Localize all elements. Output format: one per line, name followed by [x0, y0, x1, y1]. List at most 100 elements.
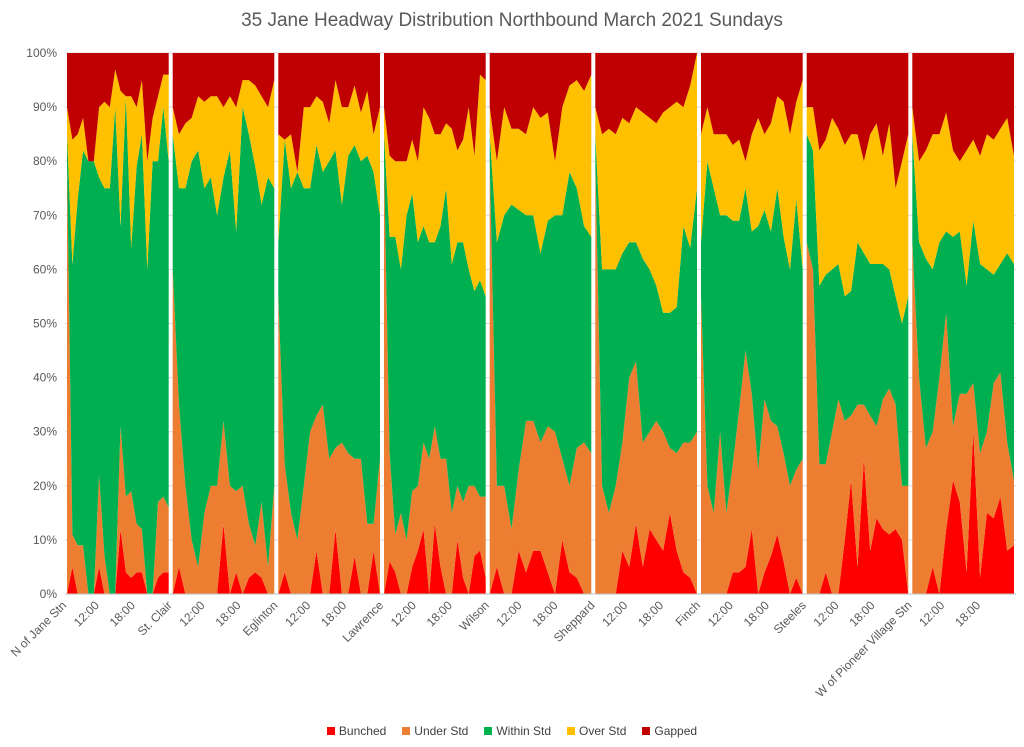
x-tick-label: 12:00 — [177, 598, 208, 629]
x-tick-label: 18:00 — [212, 598, 243, 629]
legend-swatch — [567, 727, 576, 735]
legend-swatch — [402, 727, 411, 735]
area-within-lawrence — [384, 134, 486, 540]
area-bunched-eglinton — [278, 529, 380, 594]
area-under-n-of-jane-stn — [67, 161, 169, 594]
area-gapped-steeles — [806, 53, 909, 189]
y-tick-label: 10% — [33, 533, 57, 547]
area-gapped-wilson — [489, 53, 592, 162]
area-over-n-of-jane-stn — [67, 69, 169, 270]
area-within-finch — [701, 161, 803, 513]
area-bunched-steeles — [806, 458, 909, 594]
x-tick-label: 12:00 — [916, 598, 947, 629]
legend-label: Within Std — [496, 724, 552, 738]
legend: Bunched Under Std Within Std Over Std Gapped — [0, 724, 1024, 738]
y-tick-label: 90% — [33, 100, 57, 114]
area-bunched-wilson — [489, 539, 592, 594]
area-bunched-sheppard — [595, 512, 697, 594]
x-tick-label: Steeles — [771, 598, 809, 636]
x-tick-label: Sheppard — [551, 598, 598, 645]
area-within-st-clair — [172, 107, 275, 567]
legend-label: Gapped — [654, 724, 698, 738]
legend-item-within-std: Within Std — [484, 724, 551, 738]
area-within-steeles — [806, 134, 909, 486]
legend-item-over-std: Over Std — [567, 724, 626, 738]
area-under-eglinton — [278, 296, 380, 594]
area-bunched-finch — [701, 529, 803, 594]
x-tick-label: 18:00 — [318, 598, 349, 629]
y-tick-label: 70% — [33, 208, 57, 222]
y-tick-label: 30% — [33, 425, 57, 439]
legend-item-under-std: Under Std — [402, 724, 468, 738]
area-within-sheppard — [595, 134, 697, 513]
area-under-wilson — [489, 161, 592, 594]
x-tick-label: 18:00 — [741, 598, 772, 629]
x-tick-label: 12:00 — [811, 598, 842, 629]
area-over-eglinton — [278, 80, 380, 243]
x-tick-label: Wilson — [457, 598, 492, 633]
x-tick-label: 12:00 — [599, 598, 630, 629]
area-under-st-clair — [172, 269, 275, 594]
area-under-sheppard — [595, 161, 697, 594]
x-tick-label: Eglinton — [240, 598, 281, 639]
area-over-st-clair — [172, 80, 275, 232]
legend-item-bunched: Bunched — [326, 724, 387, 738]
x-tick-label: 12:00 — [282, 598, 313, 629]
area-gapped-st-clair — [172, 53, 275, 135]
x-tick-label: Lawrence — [340, 598, 387, 645]
y-tick-label: 80% — [33, 154, 57, 168]
x-tick-label: 18:00 — [952, 598, 983, 629]
area-within-eglinton — [278, 139, 380, 540]
area-gapped-w-of-pioneer-village-stn — [912, 53, 1014, 162]
x-tick-label: 12:00 — [388, 598, 419, 629]
area-within-w-of-pioneer-village-stn — [912, 134, 1014, 481]
x-tick-label: Finch — [673, 598, 704, 629]
y-tick-label: 100% — [26, 46, 57, 60]
area-within-wilson — [489, 134, 592, 530]
legend-swatch — [326, 727, 335, 735]
legend-label: Under Std — [414, 724, 469, 738]
chart-title: 35 Jane Headway Distribution Northbound … — [241, 10, 783, 31]
area-gapped-lawrence — [384, 53, 486, 162]
x-tick-label: 18:00 — [107, 598, 138, 629]
x-tick-label: 18:00 — [635, 598, 666, 629]
area-under-w-of-pioneer-village-stn — [912, 242, 1014, 595]
x-tick-label: 18:00 — [424, 598, 455, 629]
area-within-n-of-jane-stn — [67, 96, 169, 595]
area-over-finch — [701, 80, 803, 270]
area-under-steeles — [806, 242, 909, 595]
area-bunched-w-of-pioneer-village-stn — [912, 431, 1014, 594]
x-tick-label: N of Jane Stn — [8, 598, 69, 659]
legend-label: Bunched — [338, 724, 387, 738]
area-over-steeles — [806, 107, 909, 324]
area-bunched-st-clair — [172, 523, 275, 594]
area-gapped-sheppard — [595, 53, 697, 135]
x-tick-label: 12:00 — [494, 598, 525, 629]
area-over-sheppard — [595, 53, 697, 313]
x-tick-label: 18:00 — [529, 598, 560, 629]
x-tick-label: 18:00 — [846, 598, 877, 629]
y-tick-label: 20% — [33, 479, 57, 493]
area-under-lawrence — [384, 161, 486, 594]
area-over-wilson — [489, 74, 592, 254]
legend-swatch — [642, 727, 651, 735]
legend-label: Over Std — [579, 724, 627, 738]
y-tick-label: 0% — [40, 587, 58, 601]
x-tick-label: 12:00 — [705, 598, 736, 629]
area-over-w-of-pioneer-village-stn — [912, 107, 1014, 286]
area-gapped-n-of-jane-stn — [67, 53, 169, 162]
area-gapped-eglinton — [278, 53, 380, 172]
area-over-lawrence — [384, 74, 486, 297]
area-bunched-lawrence — [384, 523, 486, 594]
area-under-finch — [701, 296, 803, 594]
area-gapped-finch — [701, 53, 803, 162]
y-tick-label: 60% — [33, 262, 57, 276]
x-tick-label: St. Clair — [135, 598, 175, 638]
legend-item-gapped: Gapped — [642, 724, 697, 738]
y-tick-label: 50% — [33, 317, 57, 331]
y-tick-label: 40% — [33, 371, 57, 385]
legend-swatch — [484, 727, 493, 735]
x-tick-label: 12:00 — [71, 598, 102, 629]
